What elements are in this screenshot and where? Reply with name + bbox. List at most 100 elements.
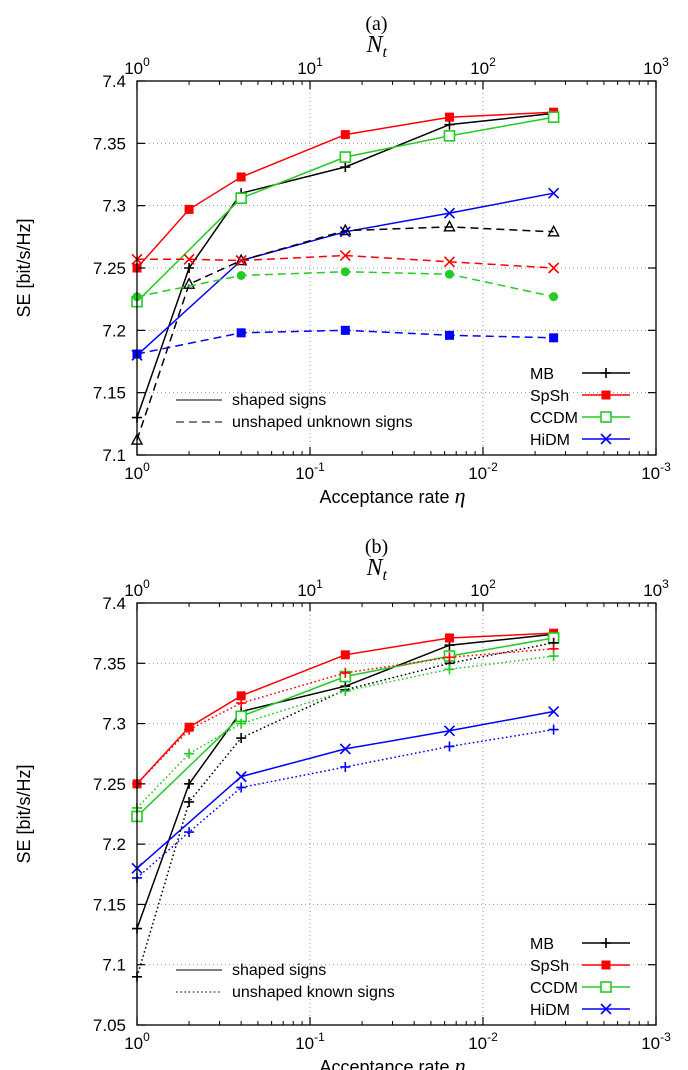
x-axis-label: Acceptance rate η [319, 1053, 465, 1070]
data-point-marker [183, 253, 195, 265]
data-point-marker [444, 741, 455, 752]
x2-tick-label: 103 [643, 577, 669, 600]
top-axis-label: Nt [366, 32, 388, 61]
data-point-marker [547, 224, 560, 237]
y-tick-label: 7.15 [93, 895, 126, 914]
data-point-marker [236, 782, 247, 793]
panel-label: (b) [365, 536, 388, 558]
plot-frame [136, 602, 657, 1026]
panel-a: 100 10-1 10-2 10-3 100 101 102 103 7.1 7.15 7.2 7.2… [14, 13, 671, 508]
legend-marker [601, 368, 611, 378]
y-axis-label: SE [bit/s/Hz] [14, 218, 34, 317]
x-tick-label: 10-3 [641, 1030, 671, 1053]
data-point-marker [184, 204, 194, 214]
panel-label: (a) [365, 13, 387, 35]
data-point-marker [339, 223, 352, 236]
data-point-marker [549, 333, 559, 343]
y-tick-label: 7.05 [93, 1016, 126, 1035]
series-line [136, 112, 554, 418]
data-point-marker [184, 724, 195, 735]
legend-marker [601, 960, 611, 970]
series-line [136, 111, 554, 269]
data-point-marker [182, 277, 196, 289]
data-point-marker [444, 664, 455, 675]
y-tick-label: 7.3 [102, 197, 126, 216]
style-legend-label: shaped signs [232, 962, 326, 979]
y-tick-label: 7.1 [102, 956, 126, 975]
series-hidm [131, 705, 560, 874]
y-tick-label: 7.2 [102, 835, 126, 854]
data-point-marker [444, 269, 454, 279]
legend-marker [600, 981, 612, 993]
data-point-marker [443, 130, 456, 142]
data-point-marker [340, 686, 351, 697]
data-point-marker [340, 162, 351, 173]
legend-label: SpSh [530, 958, 569, 975]
data-point-marker [184, 748, 195, 759]
x-axis-label: Acceptance rate η [319, 483, 465, 508]
y-tick-label: 7.25 [93, 775, 126, 794]
series-line [136, 226, 554, 441]
legend-marker [601, 390, 611, 400]
series-line [136, 728, 554, 879]
data-point-marker [184, 778, 195, 789]
series-unshaped-6 [132, 651, 559, 813]
x-tick-label: 100 [124, 1030, 150, 1053]
y-tick-label: 7.2 [102, 321, 126, 340]
data-point-marker [339, 151, 352, 163]
legend-label: CCDM [530, 980, 578, 997]
legend-marker [600, 1003, 612, 1015]
data-point-marker [236, 691, 246, 701]
top-axis-label: Nt [366, 555, 388, 584]
panel-b: 100 10-1 10-2 10-3 100 101 102 103 7.05 7.1 7.15 7.… [14, 536, 671, 1070]
data-point-marker [236, 698, 247, 709]
y-tick-label: 7.3 [102, 715, 126, 734]
series-spsh [132, 107, 559, 273]
data-point-marker [235, 192, 247, 204]
style-legend-label: shaped signs [232, 392, 326, 409]
data-point-marker [443, 725, 456, 737]
x-tick-label: 10-2 [468, 1030, 498, 1053]
data-point-marker [339, 743, 351, 755]
data-point-marker [235, 254, 247, 267]
data-point-marker [340, 325, 350, 335]
data-point-marker [548, 262, 560, 274]
data-point-marker [340, 761, 351, 772]
x-tick-label: 100 [124, 460, 150, 483]
y-tick-label: 7.15 [93, 384, 126, 403]
legend-marker [600, 411, 612, 423]
data-point-marker [184, 796, 195, 807]
data-point-marker [184, 263, 195, 273]
series-line [136, 642, 554, 978]
data-point-marker [340, 267, 350, 277]
legend-label: MB [530, 366, 554, 383]
y-tick-label: 7.1 [102, 446, 126, 465]
y-tick-label: 7.35 [93, 134, 126, 153]
data-point-marker [235, 771, 247, 783]
x2-tick-label: 100 [124, 55, 150, 78]
data-point-marker [443, 207, 456, 219]
legend-label: CCDM [530, 410, 578, 427]
data-point-marker [548, 651, 559, 662]
data-point-marker [236, 718, 247, 729]
legend-label: MB [530, 936, 554, 953]
data-point-marker [184, 827, 195, 838]
x2-tick-label: 102 [470, 577, 496, 600]
data-point-marker [340, 650, 350, 660]
y-tick-label: 7.4 [102, 594, 126, 613]
plot-frame [136, 80, 657, 456]
x-tick-label: 10-1 [295, 460, 325, 483]
data-point-marker [548, 724, 559, 735]
x2-tick-label: 101 [297, 55, 323, 78]
legend-marker [600, 433, 612, 445]
legend-marker [601, 938, 611, 948]
y-tick-label: 7.25 [93, 259, 126, 278]
x2-tick-label: 100 [124, 577, 150, 600]
series-line [137, 254, 554, 269]
y-tick-label: 7.4 [102, 72, 126, 91]
y-tick-label: 7.35 [93, 654, 126, 673]
data-point-marker [443, 219, 456, 232]
series-unshaped-7 [132, 325, 559, 359]
x-tick-label: 10-3 [641, 460, 671, 483]
data-point-marker [236, 172, 246, 182]
